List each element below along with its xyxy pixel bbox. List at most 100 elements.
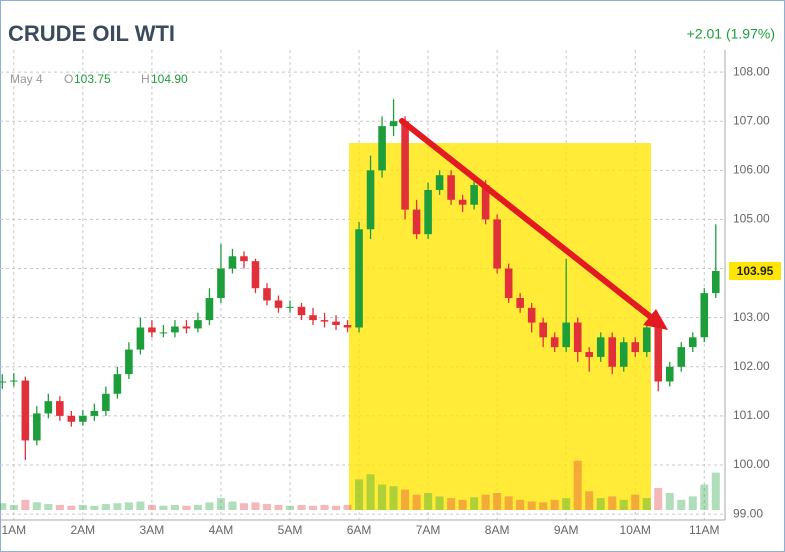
volume-bar bbox=[527, 501, 536, 510]
volume-bar bbox=[412, 494, 421, 510]
info-open-key: O bbox=[64, 72, 73, 86]
trend-arrow bbox=[399, 118, 668, 330]
candle-body bbox=[573, 322, 582, 353]
candle-body bbox=[286, 306, 294, 308]
volume-bar bbox=[343, 504, 352, 510]
axes: 99.00100.00101.00102.00103.00104.00105.0… bbox=[1, 64, 781, 537]
candle-body bbox=[539, 322, 547, 338]
volume-bar bbox=[147, 504, 156, 510]
candle-body bbox=[274, 300, 283, 308]
info-open: 103.75 bbox=[74, 72, 111, 86]
y-tick-label: 100.00 bbox=[733, 457, 770, 471]
candle-body bbox=[654, 327, 663, 382]
volume-bar bbox=[700, 484, 709, 510]
info-high-key: H bbox=[141, 72, 150, 86]
x-tick-label: 8AM bbox=[485, 523, 510, 537]
volume-bar bbox=[205, 502, 214, 510]
y-tick-label: 107.00 bbox=[733, 113, 770, 127]
candle-body bbox=[251, 261, 260, 289]
volume-bar bbox=[262, 504, 272, 510]
volume-bar bbox=[366, 474, 375, 510]
x-tick-label: 11AM bbox=[689, 523, 719, 537]
change: +2.01 (1.97%) bbox=[687, 26, 775, 42]
volume-bar bbox=[481, 494, 490, 510]
candle-body bbox=[217, 268, 225, 299]
volume-bar bbox=[573, 460, 582, 510]
y-tick-label: 106.00 bbox=[733, 162, 770, 176]
highlight-box bbox=[349, 143, 651, 510]
candle-body bbox=[677, 347, 686, 367]
volume-bar bbox=[654, 487, 663, 510]
candle-body bbox=[240, 256, 248, 262]
candle-body bbox=[320, 320, 329, 322]
y-tick-label: 105.00 bbox=[733, 212, 770, 226]
candle-body bbox=[608, 337, 617, 367]
volume-bar bbox=[113, 503, 122, 510]
volume-bar bbox=[67, 505, 76, 510]
candle-body bbox=[148, 327, 156, 333]
x-tick-label: 1AM bbox=[1, 523, 26, 537]
volume-bar bbox=[101, 504, 110, 510]
candle-body bbox=[711, 271, 720, 294]
candle-body bbox=[458, 199, 467, 205]
candle-body bbox=[447, 175, 455, 200]
price-badge bbox=[729, 262, 781, 281]
y-tick-label: 108.00 bbox=[733, 64, 770, 78]
candles bbox=[0, 99, 720, 461]
candle-body bbox=[596, 337, 605, 357]
volume-bar bbox=[688, 496, 697, 510]
volume-bar bbox=[608, 496, 617, 510]
x-tick-label: 2AM bbox=[71, 523, 96, 537]
y-tick-label: 103.00 bbox=[733, 310, 770, 324]
candle-body bbox=[332, 321, 340, 326]
candle-body bbox=[504, 268, 513, 299]
volume-bar bbox=[642, 498, 651, 510]
candle-body bbox=[159, 332, 168, 334]
volume-bar bbox=[136, 501, 145, 510]
info-date: May 4 bbox=[10, 72, 43, 86]
candle-body bbox=[102, 393, 110, 411]
candle-body bbox=[424, 189, 432, 235]
candle-body bbox=[0, 381, 7, 383]
candle-body bbox=[642, 327, 651, 353]
y-tick-label: 102.00 bbox=[733, 359, 770, 373]
candle-body bbox=[631, 342, 640, 353]
candle-body bbox=[297, 306, 306, 316]
candle-body bbox=[136, 327, 145, 350]
volume-bar bbox=[285, 505, 295, 510]
x-tick-label: 9AM bbox=[554, 523, 579, 537]
candle-body bbox=[665, 366, 674, 382]
volume-bar bbox=[332, 505, 341, 510]
candle-body bbox=[44, 401, 53, 414]
candle-body bbox=[378, 126, 386, 171]
candle-body bbox=[56, 401, 64, 416]
volume-bar bbox=[182, 505, 191, 510]
candle-body bbox=[470, 185, 478, 205]
volume-bar bbox=[550, 499, 559, 510]
candle-body bbox=[550, 337, 559, 348]
candle-body bbox=[67, 415, 76, 422]
candle-body bbox=[10, 380, 18, 382]
volume-bar bbox=[378, 484, 387, 510]
candle-body bbox=[516, 298, 524, 308]
volume-bar bbox=[228, 501, 237, 510]
candle-body bbox=[33, 413, 41, 441]
candle-body bbox=[205, 298, 214, 321]
candle-body bbox=[125, 349, 133, 375]
candle-body bbox=[228, 256, 237, 269]
candle-body bbox=[527, 307, 536, 323]
candle-body bbox=[343, 325, 352, 328]
candle-body bbox=[309, 315, 317, 321]
last-price: 103.95 bbox=[737, 264, 774, 278]
volume-bar bbox=[21, 499, 30, 510]
candle-body bbox=[21, 380, 30, 441]
volume-bar bbox=[389, 486, 398, 510]
volume-bar bbox=[447, 498, 456, 510]
volume-bar bbox=[297, 504, 306, 510]
x-tick-label: 3AM bbox=[140, 523, 165, 537]
volume-bar bbox=[216, 498, 225, 510]
candle-body bbox=[401, 121, 409, 210]
volume-bar bbox=[458, 499, 467, 510]
volume-bar bbox=[516, 499, 525, 510]
